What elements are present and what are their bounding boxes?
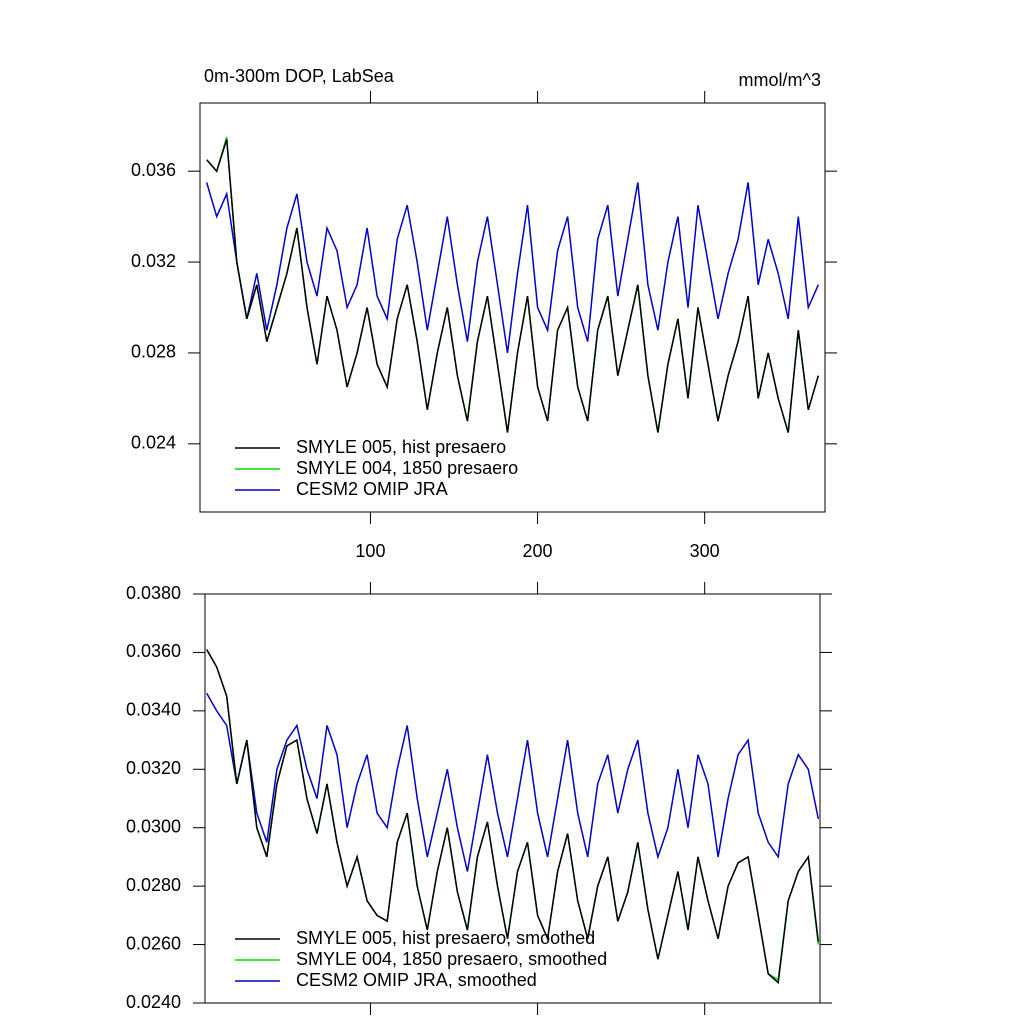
y-tick-label: 0.0280 [126, 875, 181, 895]
x-tick-label: 300 [690, 541, 720, 561]
y-tick-label: 0.028 [131, 342, 176, 362]
legend-label: SMYLE 004, 1850 presaero, smoothed [296, 949, 607, 969]
y-tick-label: 0.0260 [126, 933, 181, 953]
chart-title: 0m-300m DOP, LabSea [204, 66, 395, 86]
series-line [206, 692, 820, 872]
plot-frame [204, 593, 821, 1004]
series-line [206, 649, 820, 985]
x-tick-label: 100 [355, 541, 385, 561]
plot-frame [199, 102, 826, 513]
y-tick-label: 0.032 [131, 251, 176, 271]
x-tick-label: 200 [523, 541, 553, 561]
legend-label: SMYLE 005, hist presaero, smoothed [296, 928, 595, 948]
y-tick-label: 0.0320 [126, 758, 181, 778]
y-tick-label: 0.0360 [126, 641, 181, 661]
series-line [205, 182, 819, 354]
legend-label: CESM2 OMIP JRA, smoothed [296, 970, 537, 990]
series-line [206, 139, 820, 433]
y-tick-label: 0.036 [131, 160, 176, 180]
legend-label: CESM2 OMIP JRA [296, 479, 448, 499]
y-tick-label: 0.0240 [126, 992, 181, 1012]
y-tick-label: 0.0380 [126, 583, 181, 603]
units-label: mmol/m^3 [739, 70, 821, 90]
y-tick-label: 0.024 [131, 433, 176, 453]
legend-label: SMYLE 004, 1850 presaero [296, 458, 518, 478]
legend-label: SMYLE 005, hist presaero [296, 437, 506, 457]
y-tick-label: 0.0340 [126, 700, 181, 720]
y-tick-label: 0.0300 [126, 816, 181, 836]
